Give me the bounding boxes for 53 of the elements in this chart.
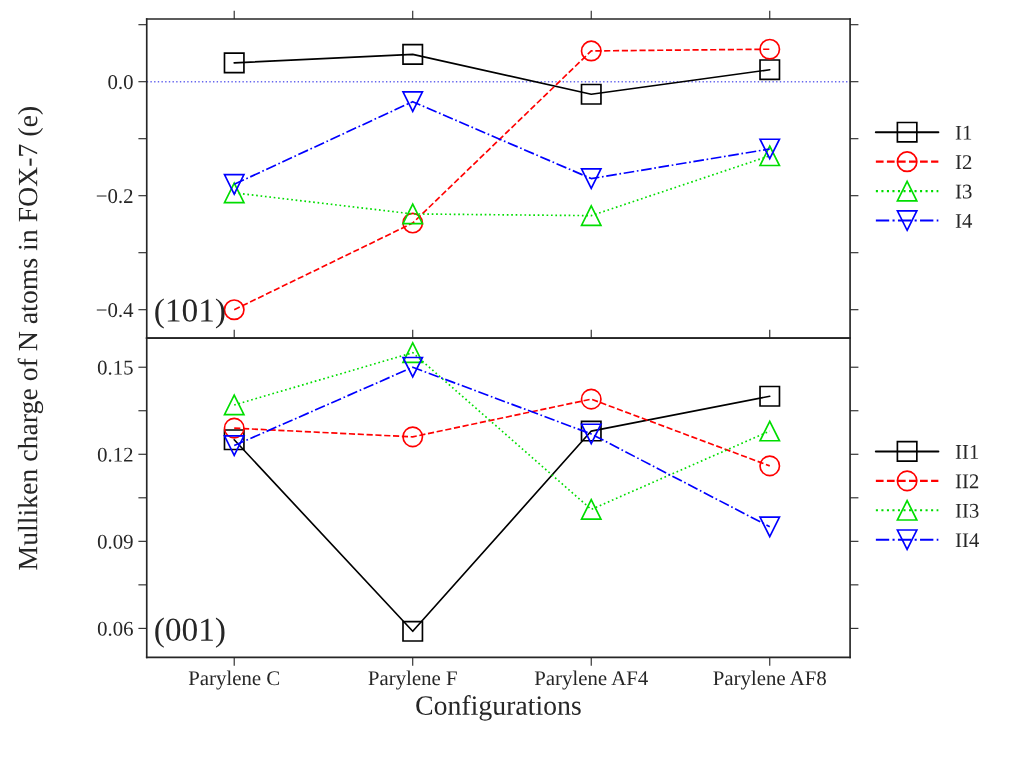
- annotation: (101): [155, 298, 225, 329]
- x-tick-label: Parylene AF4: [534, 670, 648, 690]
- legend-label: I4: [955, 214, 973, 228]
- x-axis-title: Configurations: [416, 695, 581, 721]
- point: [223, 299, 245, 321]
- point: [580, 388, 602, 410]
- point: [759, 59, 781, 81]
- y-tick-label: 0.0: [108, 75, 133, 90]
- point: [759, 420, 781, 442]
- y-tick-label: 0.09: [97, 534, 133, 549]
- legend-label: II3: [955, 503, 979, 518]
- point: [580, 498, 602, 520]
- point: [223, 435, 245, 457]
- point: [402, 203, 424, 225]
- point: [402, 212, 424, 234]
- point: [759, 38, 781, 60]
- point: [223, 394, 245, 416]
- point: [759, 385, 781, 407]
- legend-label: II2: [955, 474, 979, 489]
- point: [402, 43, 424, 65]
- y-tick-label: 0.15: [97, 360, 133, 375]
- y-tick-label: 0.12: [97, 447, 133, 462]
- y-tick-label: −0.2: [96, 189, 133, 204]
- point: [759, 138, 781, 160]
- legend-label: II4: [955, 533, 979, 548]
- point: [223, 182, 245, 204]
- y-tick-label: −0.4: [96, 303, 134, 318]
- point: [580, 40, 602, 62]
- annotation: (001): [155, 617, 225, 648]
- point: [223, 429, 245, 451]
- legend-label: I2: [955, 155, 972, 169]
- point: [759, 455, 781, 477]
- point: [402, 91, 424, 113]
- point: [402, 620, 424, 642]
- point: [223, 417, 245, 439]
- point: [402, 356, 424, 378]
- point: [759, 516, 781, 538]
- point: [223, 173, 245, 195]
- point: [580, 83, 602, 105]
- point: [402, 426, 424, 448]
- legend-label: II1: [955, 444, 979, 459]
- point: [759, 145, 781, 167]
- point: [580, 205, 602, 227]
- point: [402, 342, 424, 364]
- y-tick-label: 0.06: [97, 621, 133, 636]
- legend-label: I3: [955, 184, 972, 199]
- y-axis-title: Mulliken charge of N atoms in FOX-7 (e): [17, 107, 44, 570]
- x-tick-label: Parylene F: [368, 670, 457, 690]
- x-tick-label: Parylene C: [188, 670, 280, 690]
- x-tick-label: Parylene AF8: [713, 670, 826, 690]
- point: [223, 52, 245, 74]
- legend-label: I1: [955, 125, 972, 140]
- point: [580, 168, 602, 190]
